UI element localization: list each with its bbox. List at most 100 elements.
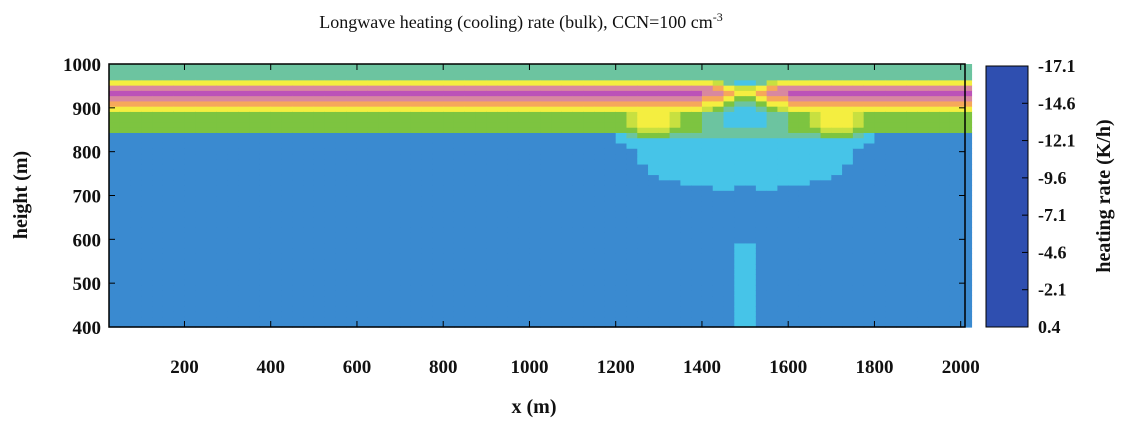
heatmap-cell [346, 195, 358, 202]
heatmap-cell [281, 142, 293, 149]
heatmap-cell [356, 179, 369, 186]
heatmap-cell [270, 95, 283, 102]
heatmap-cell [270, 321, 283, 328]
heatmap-cell [820, 269, 832, 275]
heatmap-cell [551, 216, 563, 223]
heatmap-cell [594, 148, 606, 155]
heatmap-cell [356, 290, 369, 297]
heatmap-cell [949, 158, 962, 165]
heatmap-cell [324, 227, 336, 233]
heatmap-cell [400, 74, 412, 81]
heatmap-cell [561, 221, 574, 228]
heatmap-cell [604, 195, 617, 202]
heatmap-cell [637, 216, 649, 223]
heatmap-cell [777, 221, 789, 228]
heatmap-cell [389, 153, 401, 160]
heatmap-cell [626, 300, 638, 307]
heatmap-cell [561, 248, 574, 254]
heatmap-cell [119, 148, 132, 155]
heatmap-cell [292, 279, 304, 286]
heatmap-cell [939, 153, 951, 160]
heatmap-cell [443, 295, 455, 302]
heatmap-cell [389, 174, 401, 181]
heatmap-cell [831, 174, 843, 181]
heatmap-cell [637, 284, 649, 291]
heatmap-cell [421, 269, 434, 275]
heatmap-cell [367, 184, 380, 191]
x-tick-label: 400 [256, 357, 285, 378]
heatmap-cell [119, 106, 132, 112]
heatmap-cell [896, 106, 908, 112]
heatmap-cell [842, 100, 854, 107]
heatmap-cell [529, 290, 541, 297]
heatmap-cell [669, 85, 681, 91]
heatmap-cell [604, 263, 617, 270]
heatmap-cell [809, 300, 822, 307]
heatmap-cell [518, 116, 531, 123]
heatmap-cell [497, 295, 509, 302]
heatmap-cell [410, 274, 423, 281]
heatmap-cell [507, 127, 520, 133]
heatmap-cell [939, 237, 951, 244]
heatmap-cell [346, 163, 358, 170]
heatmap-cell [453, 274, 466, 281]
heatmap-cell [119, 263, 132, 270]
heatmap-cell [162, 248, 175, 254]
heatmap-cell [443, 206, 455, 212]
heatmap-cell [734, 200, 746, 207]
heatmap-cell [766, 263, 779, 270]
heatmap-cell [809, 132, 822, 139]
heatmap-cell [691, 227, 703, 233]
heatmap-cell [583, 90, 595, 97]
heatmap-cell [464, 279, 477, 286]
heatmap-cell [658, 190, 671, 197]
heatmap-cell [464, 206, 477, 212]
heatmap-cell [680, 248, 692, 254]
heatmap-cell [109, 216, 121, 223]
heatmap-cell [453, 106, 466, 112]
heatmap-cell [842, 95, 854, 102]
heatmap-cell [270, 295, 283, 302]
heatmap-cell [852, 158, 865, 165]
heatmap-cell [669, 195, 681, 202]
heatmap-cell [712, 69, 725, 76]
heatmap-cell [863, 163, 876, 170]
heatmap-cell [820, 253, 832, 260]
heatmap-cell [152, 74, 164, 81]
heatmap-cell [324, 174, 336, 181]
heatmap-cell [259, 137, 272, 144]
heatmap-cell [561, 100, 574, 107]
heatmap-cell [389, 184, 401, 191]
heatmap-cell [238, 200, 250, 207]
heatmap-cell [152, 253, 164, 260]
heatmap-cell [637, 227, 649, 233]
heatmap-cell [130, 242, 142, 249]
heatmap-cell [885, 148, 897, 155]
heatmap-cell [691, 111, 703, 118]
heatmap-cell [917, 116, 929, 123]
heatmap-cell [572, 90, 584, 97]
heatmap-cell [227, 237, 239, 244]
heatmap-cell [206, 206, 218, 212]
heatmap-cell [658, 258, 671, 265]
heatmap-cell [809, 311, 822, 318]
heatmap-cell [798, 232, 811, 239]
heatmap-cell [453, 127, 466, 133]
heatmap-cell [680, 90, 692, 97]
heatmap-cell [281, 169, 293, 176]
heatmap-cell [680, 64, 692, 70]
heatmap-cell [518, 121, 531, 128]
heatmap-cell [669, 274, 681, 281]
heatmap-cell [421, 106, 434, 112]
heatmap-cell [949, 111, 962, 118]
heatmap-cell [281, 79, 293, 86]
heatmap-cell [885, 111, 897, 118]
heatmap-cell [281, 242, 293, 249]
heatmap-cell [755, 279, 768, 286]
heatmap-cell [658, 300, 671, 307]
heatmap-cell [788, 90, 800, 97]
heatmap-cell [367, 295, 380, 302]
heatmap-cell [249, 237, 261, 244]
heatmap-cell [637, 200, 649, 207]
heatmap-cell [594, 300, 606, 307]
